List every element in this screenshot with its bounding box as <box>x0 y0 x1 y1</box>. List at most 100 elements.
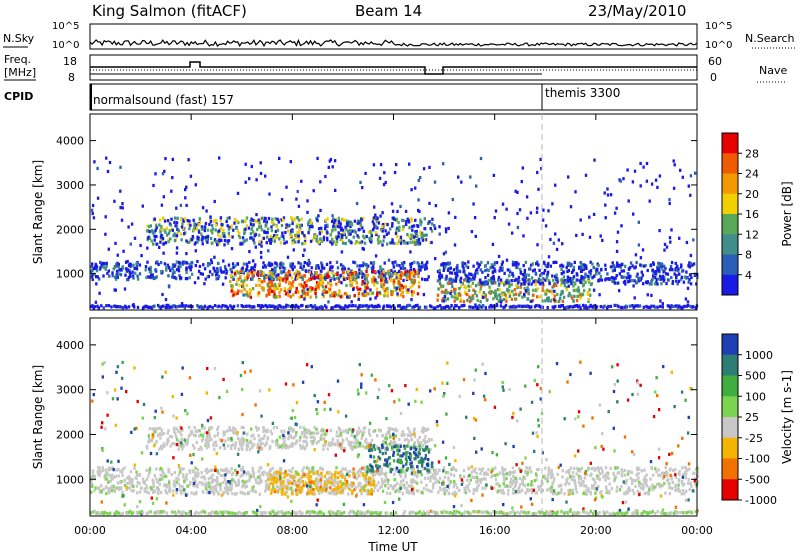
power-cell <box>233 217 237 222</box>
power-cell <box>589 269 593 273</box>
power-cell <box>115 275 118 279</box>
power-noise-cell <box>328 159 331 163</box>
power-cell <box>589 293 592 297</box>
vel-cell <box>335 430 339 434</box>
vel-cell <box>496 473 499 477</box>
power-cell <box>188 276 191 280</box>
vel-cell <box>153 474 156 478</box>
power-cell <box>508 268 511 272</box>
power-cell <box>464 290 467 294</box>
vel-cell <box>579 483 582 487</box>
power-noise-cell <box>327 165 330 169</box>
power-colorbar-block <box>722 274 738 296</box>
vel-cell <box>407 484 410 488</box>
power-cell <box>356 272 359 276</box>
vel-cell <box>693 471 696 475</box>
vel-cell <box>359 467 362 471</box>
vel-cell <box>319 466 322 470</box>
vel-cell <box>681 466 684 470</box>
power-cell <box>481 270 484 274</box>
vel-cell <box>614 466 617 470</box>
power-cell <box>391 222 394 226</box>
vel-cell <box>174 483 177 487</box>
power-cell <box>307 223 310 227</box>
power-cell <box>154 223 158 227</box>
vel-cell <box>158 482 162 486</box>
vel-cell <box>674 488 677 493</box>
power-cell <box>657 277 661 281</box>
power-cell <box>252 238 255 242</box>
power-cell <box>387 269 390 273</box>
power-noise-cell <box>164 298 168 302</box>
power-cell <box>438 268 441 272</box>
vel-cell <box>152 480 155 484</box>
vel-cell <box>550 470 554 474</box>
vel-cell <box>209 487 212 491</box>
power-cell <box>572 265 576 269</box>
power-cell <box>245 224 248 228</box>
power-cell <box>268 273 272 277</box>
power-cell <box>263 230 266 234</box>
power-base-cell <box>624 304 628 308</box>
vel-cell <box>132 489 135 493</box>
power-noise-cell <box>374 254 378 258</box>
vel-cell <box>674 485 677 489</box>
power-cell <box>294 240 297 244</box>
power-cell <box>501 268 504 272</box>
vel-cell <box>561 475 564 479</box>
vel-cell <box>126 476 129 480</box>
power-noise-cell <box>410 188 413 192</box>
vel-cell <box>667 481 670 486</box>
vel-cell <box>231 478 234 482</box>
power-cell <box>329 294 333 298</box>
vel-cell <box>645 473 648 477</box>
power-cell <box>537 280 540 284</box>
power-cell <box>676 282 679 286</box>
power-cell <box>188 227 191 231</box>
power-noise-cell <box>171 157 174 161</box>
power-cell <box>236 291 239 295</box>
vel-cell <box>194 466 197 470</box>
vel-cell <box>657 473 660 477</box>
power-cell <box>336 266 340 270</box>
vel-cell <box>168 484 171 488</box>
power-cell <box>230 224 233 228</box>
power-noise-cell <box>537 187 540 191</box>
power-cell <box>277 220 280 224</box>
power-cell <box>235 282 238 286</box>
power-base-cell <box>385 304 389 308</box>
vel-cell <box>356 444 360 448</box>
power-cell <box>175 268 179 272</box>
power-ytick-label: 4000 <box>56 135 84 148</box>
power-cell <box>505 299 508 303</box>
vel-cell <box>568 471 571 475</box>
vel-cell <box>415 481 419 485</box>
power-colorbar-block <box>722 254 738 276</box>
power-cell <box>462 266 465 270</box>
vel-cell <box>128 486 131 490</box>
power-noise-cell <box>615 249 619 253</box>
power-cell <box>201 242 204 246</box>
power-noise-cell <box>324 174 327 179</box>
power-cell <box>159 240 162 244</box>
power-noise-cell <box>662 270 665 274</box>
power-base-cell <box>284 305 288 309</box>
power-cell <box>655 278 658 282</box>
power-base-cell <box>158 305 161 309</box>
power-cell <box>146 224 149 228</box>
power-cell <box>398 225 401 229</box>
power-cell <box>129 274 132 279</box>
vel-cell <box>645 491 649 495</box>
power-base-cell <box>93 305 97 309</box>
power-cell <box>516 266 519 270</box>
vel-cell <box>302 466 306 470</box>
power-cell <box>277 295 280 299</box>
vel-cell <box>571 491 575 495</box>
vel-cell <box>410 468 414 472</box>
vel-cell <box>396 488 399 492</box>
power-noise-cell <box>443 295 446 299</box>
power-noise-cell <box>641 248 645 252</box>
power-cell <box>579 261 582 265</box>
power-base-cell <box>366 306 370 310</box>
power-cell <box>185 277 189 281</box>
